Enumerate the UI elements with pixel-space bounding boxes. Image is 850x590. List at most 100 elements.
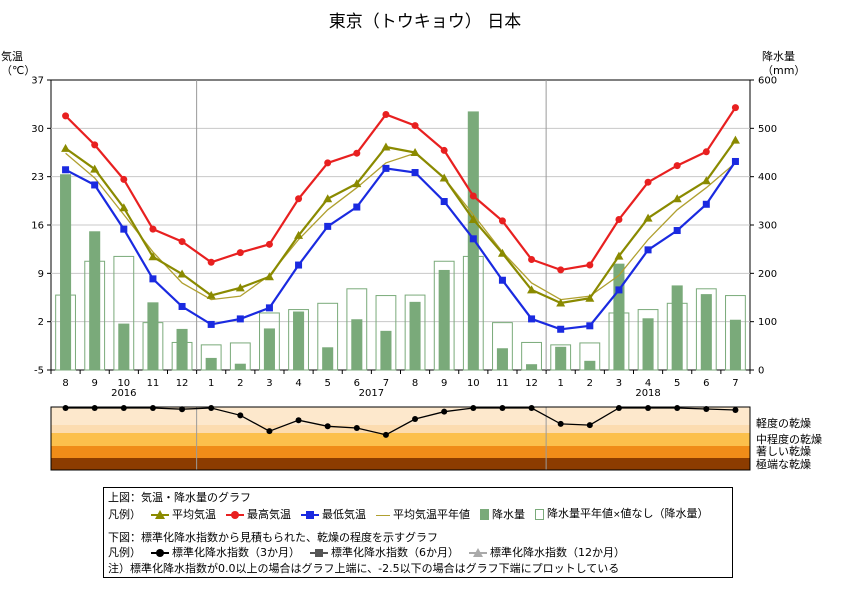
spi3-point: [266, 428, 273, 435]
avg-point: [730, 135, 740, 144]
x-tick-label: 2: [237, 378, 243, 389]
spi3-point: [557, 420, 564, 427]
min-point: [673, 227, 681, 235]
spi3-point: [62, 405, 69, 411]
max-point: [91, 141, 99, 149]
y-left-tick-label: 16: [31, 221, 44, 232]
precip-bar: [147, 302, 159, 370]
legend-prefix-2: 凡例）: [108, 546, 141, 559]
max-point: [265, 240, 273, 248]
y-right-tick-label: 500: [758, 124, 777, 135]
max-point: [615, 215, 623, 223]
min-point: [207, 320, 215, 328]
precip-bar: [380, 330, 392, 370]
max-point: [673, 162, 681, 170]
spi3-point: [499, 405, 506, 411]
legend-precip-normal-label: 降水量平年値: [547, 507, 613, 520]
max-point: [120, 175, 128, 183]
spi3-point: [149, 405, 156, 411]
spi-band-4: [51, 458, 750, 470]
x-tick-label: 5: [674, 378, 680, 389]
avg-point: [527, 285, 537, 294]
min-point: [440, 198, 448, 206]
precip-bar: [496, 348, 508, 370]
legend-min-swatch: [300, 510, 319, 520]
min-point: [731, 157, 739, 165]
precip-bar: [322, 347, 334, 370]
max-point: [498, 217, 506, 225]
y-right-tick-label: 100: [758, 317, 777, 328]
legend-precip-normal: 降水量平年値×値なし（降水量）: [534, 507, 709, 522]
legend-avg-normal-label: 平均気温平年値: [393, 507, 470, 521]
legend-spi3: 標準化降水指数（3か月）: [150, 546, 300, 560]
legend-precip: 降水量: [479, 508, 525, 522]
spi3-point: [412, 415, 419, 422]
min-point: [149, 275, 157, 283]
max-point: [644, 178, 652, 186]
avg-point: [468, 214, 478, 223]
y-left-tick-label: 23: [31, 172, 44, 183]
spi3-point: [703, 405, 710, 412]
x-tick-label: 8: [62, 378, 68, 389]
x-tick-label: 12: [176, 378, 189, 389]
x-tick-label: 1: [208, 378, 214, 389]
y-left-label-line2: （℃）: [1, 64, 35, 77]
y-right-tick-label: 400: [758, 172, 777, 183]
max-point: [557, 266, 565, 274]
avg-point: [672, 194, 682, 203]
precip-bar: [409, 301, 421, 370]
spi3-point: [295, 417, 302, 424]
avg-point: [497, 248, 507, 257]
legend-avg-normal: 平均気温平年値: [375, 507, 470, 522]
climate-chart: 東京（トウキョウ） 日本 -52916233037010020030040050…: [1, 12, 822, 471]
spi3-point: [586, 422, 593, 429]
y-left-label-line1: 気温: [1, 49, 23, 63]
spi3-point: [353, 425, 360, 432]
avg-point: [614, 251, 624, 260]
x-tick-label: 8: [412, 378, 418, 389]
max-point: [324, 159, 332, 167]
precip-bar: [118, 323, 130, 370]
x-tick-label: 5: [325, 378, 331, 389]
precip-bar: [263, 328, 275, 370]
precip-bar: [60, 174, 72, 370]
x-tick-label: 10: [117, 378, 130, 389]
x-tick-label: 3: [266, 378, 272, 389]
spi-band-3: [51, 446, 750, 458]
y-right-label-line1: 降水量: [762, 49, 795, 63]
spi3-point: [91, 405, 98, 411]
x-year-label: 2017: [359, 388, 384, 399]
x-tick-label: 4: [645, 378, 651, 389]
avg-point: [264, 272, 274, 281]
min-point: [469, 235, 477, 243]
spi-band-label: 著しい乾燥: [756, 444, 811, 458]
avg-point: [119, 203, 129, 212]
max-point: [236, 249, 244, 257]
x-year-label: 2016: [111, 388, 136, 399]
chart-title: 東京（トウキョウ） 日本: [329, 12, 521, 32]
avg-point: [381, 142, 391, 151]
x-year-label: 2018: [635, 388, 660, 399]
legend-avg-swatch: [150, 509, 169, 520]
avg-point: [410, 148, 420, 156]
spi3-point: [441, 408, 448, 415]
x-tick-label: 10: [467, 378, 480, 389]
x-tick-label: 4: [295, 378, 301, 389]
spi-band-label: 中程度の乾燥: [756, 432, 822, 446]
legend-max-label: 最高気温: [247, 507, 291, 521]
x-tick-label: 9: [92, 378, 98, 389]
min-point: [644, 246, 652, 254]
min-point: [528, 315, 536, 323]
spi3-point: [732, 406, 739, 413]
x-tick-label: 7: [383, 378, 389, 389]
precip-bar: [555, 346, 567, 370]
precip-bar: [438, 269, 450, 370]
min-point: [62, 166, 70, 174]
min-point: [295, 261, 303, 269]
spi-band-label: 軽度の乾燥: [756, 416, 811, 430]
avg-point: [585, 293, 595, 302]
legend-box: 上図：気温・降水量のグラフ 凡例） 平均気温 最高気温 最低気温 平均気温平年値…: [103, 487, 733, 578]
max-point: [178, 238, 186, 246]
legend-spi6-swatch: [309, 548, 328, 558]
max-point: [207, 258, 215, 266]
